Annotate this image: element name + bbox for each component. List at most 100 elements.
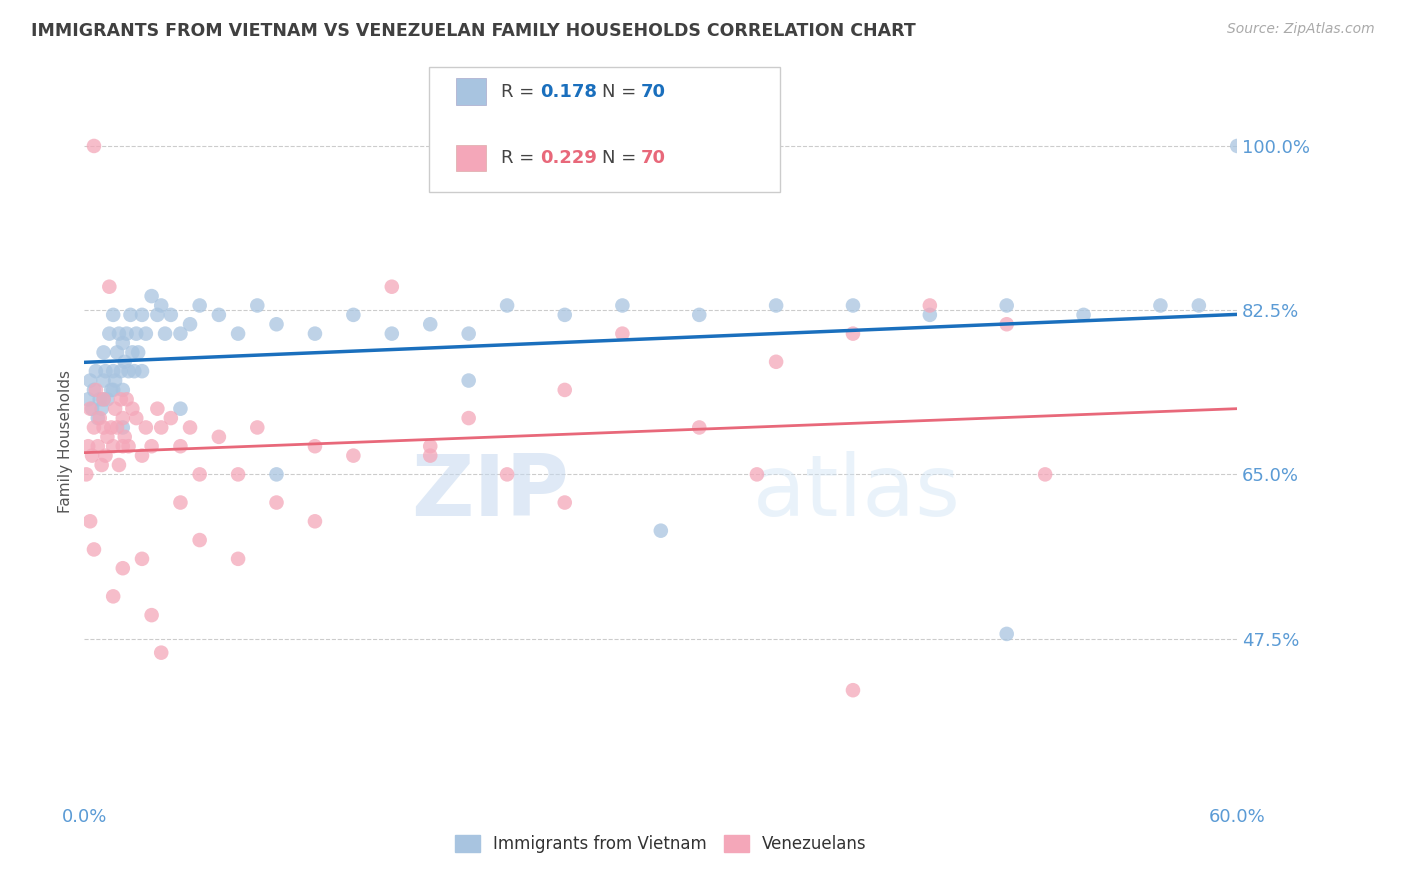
Point xyxy=(612,298,634,312)
Point xyxy=(83,139,105,153)
Point xyxy=(114,430,136,444)
Point xyxy=(179,420,201,434)
Point xyxy=(612,326,634,341)
Point xyxy=(93,392,115,407)
Point xyxy=(105,345,128,359)
Point xyxy=(89,392,111,407)
Point xyxy=(842,326,865,341)
Point xyxy=(141,289,163,303)
Point xyxy=(179,318,201,332)
Point xyxy=(745,467,768,482)
Point xyxy=(100,420,122,434)
Point xyxy=(127,345,149,359)
Point xyxy=(226,326,249,341)
Point xyxy=(226,467,249,482)
Point xyxy=(114,355,136,369)
Point xyxy=(79,514,101,528)
Point xyxy=(104,401,127,416)
Point xyxy=(304,326,326,341)
Point xyxy=(246,420,269,434)
Y-axis label: Family Households: Family Households xyxy=(58,370,73,513)
Point xyxy=(94,449,117,463)
Point xyxy=(103,364,124,378)
Point xyxy=(131,449,153,463)
Point xyxy=(188,298,211,312)
Point xyxy=(121,345,143,359)
Point xyxy=(108,458,131,472)
Point xyxy=(93,345,115,359)
Point xyxy=(226,551,249,566)
Point xyxy=(496,298,519,312)
Point xyxy=(93,374,115,388)
Point xyxy=(688,420,710,434)
Point xyxy=(90,458,112,472)
Point xyxy=(110,392,132,407)
Point xyxy=(131,551,153,566)
Point xyxy=(111,383,134,397)
Point xyxy=(1226,139,1249,153)
Point xyxy=(995,627,1018,641)
Text: ZIP: ZIP xyxy=(411,450,568,533)
Point xyxy=(96,392,118,407)
Point xyxy=(84,383,107,397)
Point xyxy=(146,308,169,322)
Point xyxy=(918,298,941,312)
Point xyxy=(84,364,107,378)
Point xyxy=(457,411,479,425)
Point xyxy=(208,308,231,322)
Point xyxy=(111,439,134,453)
Text: N =: N = xyxy=(602,149,641,167)
Point xyxy=(111,420,134,434)
Point xyxy=(103,439,124,453)
Point xyxy=(96,430,118,444)
Point xyxy=(93,392,115,407)
Point xyxy=(87,439,110,453)
Text: 70: 70 xyxy=(641,83,666,101)
Point xyxy=(419,439,441,453)
Point xyxy=(105,420,128,434)
Point xyxy=(995,318,1018,332)
Point xyxy=(496,467,519,482)
Point xyxy=(169,326,191,341)
Point xyxy=(842,683,865,698)
Point xyxy=(650,524,672,538)
Point xyxy=(188,533,211,547)
Point xyxy=(554,383,576,397)
Point xyxy=(125,411,148,425)
Point xyxy=(153,326,176,341)
Point xyxy=(266,318,288,332)
Point xyxy=(103,383,124,397)
Point xyxy=(115,392,138,407)
Point xyxy=(115,326,138,341)
Point xyxy=(169,439,191,453)
Point xyxy=(266,495,288,509)
Point xyxy=(125,326,148,341)
Text: Source: ZipAtlas.com: Source: ZipAtlas.com xyxy=(1227,22,1375,37)
Point xyxy=(1073,308,1095,322)
Point xyxy=(381,279,404,293)
Point xyxy=(1188,298,1211,312)
Point xyxy=(246,298,269,312)
Point xyxy=(89,411,111,425)
Text: 0.229: 0.229 xyxy=(540,149,596,167)
Point xyxy=(100,383,122,397)
Point xyxy=(103,590,124,604)
Point xyxy=(304,514,326,528)
Point xyxy=(87,411,110,425)
Point xyxy=(146,401,169,416)
Text: R =: R = xyxy=(501,83,540,101)
Point xyxy=(842,298,865,312)
Point xyxy=(160,411,183,425)
Point xyxy=(135,420,157,434)
Point xyxy=(111,561,134,575)
Point xyxy=(381,326,404,341)
Point xyxy=(169,401,191,416)
Text: 70: 70 xyxy=(641,149,666,167)
Point xyxy=(1149,298,1171,312)
Point xyxy=(90,401,112,416)
Point xyxy=(150,420,173,434)
Point xyxy=(117,364,139,378)
Point xyxy=(98,279,121,293)
Text: IMMIGRANTS FROM VIETNAM VS VENEZUELAN FAMILY HOUSEHOLDS CORRELATION CHART: IMMIGRANTS FROM VIETNAM VS VENEZUELAN FA… xyxy=(31,22,915,40)
Point xyxy=(131,308,153,322)
